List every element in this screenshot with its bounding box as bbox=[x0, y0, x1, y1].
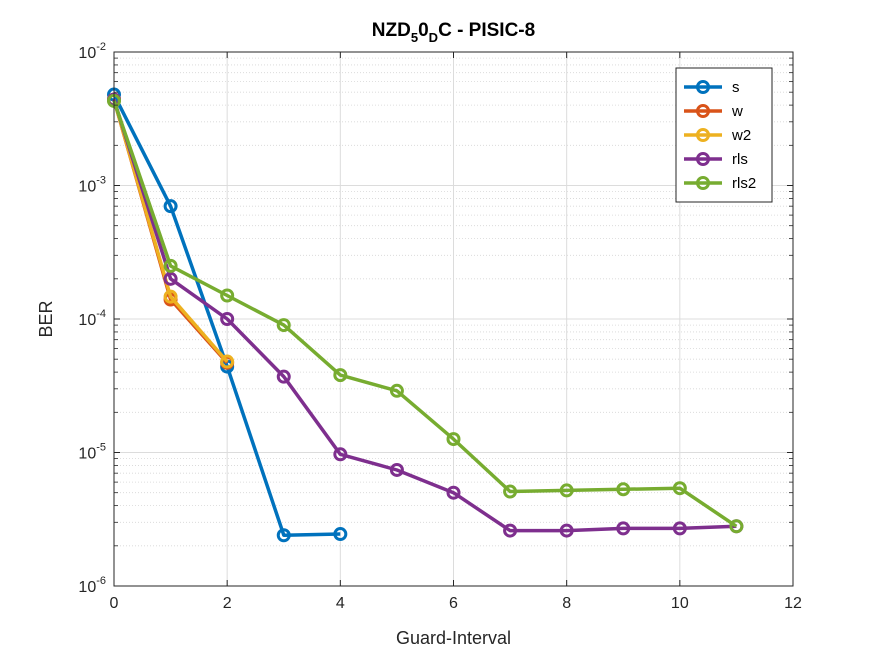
x-tick-label: 0 bbox=[110, 595, 119, 612]
x-tick-label: 4 bbox=[336, 595, 345, 612]
series-rls2 bbox=[107, 93, 744, 534]
data-point-w2 bbox=[220, 354, 235, 369]
data-point-rls bbox=[220, 312, 235, 326]
x-tick-label: 6 bbox=[449, 595, 458, 612]
data-point-s bbox=[333, 527, 348, 542]
data-point-rls2 bbox=[503, 484, 518, 499]
data-point-s bbox=[163, 199, 178, 214]
series-line-rls2 bbox=[112, 100, 738, 528]
data-point-w2 bbox=[163, 289, 178, 304]
legend-item-w: w bbox=[684, 103, 743, 120]
y-tick-label: 10-2 bbox=[78, 41, 106, 62]
data-point-rls bbox=[616, 521, 631, 536]
legend-swatch-marker bbox=[696, 80, 710, 94]
legend-label: w bbox=[731, 103, 743, 120]
legend-label: w2 bbox=[731, 127, 751, 144]
x-axis-label: Guard-Interval bbox=[396, 628, 511, 648]
data-point-s bbox=[276, 528, 291, 543]
chart-title: NZD50DC - PISIC-8 bbox=[372, 20, 535, 45]
data-point-rls2 bbox=[163, 258, 178, 273]
legend-swatch-marker bbox=[696, 176, 710, 190]
data-point-rls2 bbox=[446, 432, 461, 447]
x-tick-label: 2 bbox=[223, 595, 232, 612]
y-tick-label: 10-3 bbox=[78, 175, 106, 196]
data-point-rls bbox=[333, 447, 348, 462]
data-point-rls bbox=[503, 523, 518, 538]
data-point-rls bbox=[276, 369, 291, 384]
y-tick-label: 10-6 bbox=[78, 575, 106, 596]
x-tick-label: 12 bbox=[784, 595, 802, 612]
data-point-rls2 bbox=[672, 481, 687, 496]
legend-item-s: s bbox=[684, 79, 740, 96]
data-point-rls2 bbox=[729, 519, 744, 534]
legend-label: rls2 bbox=[732, 175, 756, 192]
data-point-rls2 bbox=[616, 482, 631, 497]
legend-label: rls bbox=[732, 151, 748, 168]
legend-item-rls2: rls2 bbox=[684, 175, 756, 192]
legend-label: s bbox=[732, 79, 740, 96]
series-layer bbox=[107, 87, 744, 543]
y-tick-label: 10-4 bbox=[78, 308, 106, 329]
data-point-rls2 bbox=[220, 288, 235, 303]
legend-item-rls: rls bbox=[684, 151, 748, 168]
data-point-rls2 bbox=[276, 318, 291, 333]
data-point-rls2 bbox=[333, 368, 348, 383]
axis-ticks: 0 2 4 6 8 10 12 10-6 10-5 10-4 10-3 10-2 bbox=[78, 41, 802, 612]
legend-swatch-marker bbox=[696, 128, 710, 142]
x-tick-label: 10 bbox=[671, 595, 689, 612]
series-line-rls bbox=[112, 99, 737, 533]
y-tick-label: 10-5 bbox=[78, 442, 106, 463]
legend-item-w2: w2 bbox=[684, 127, 751, 144]
data-point-rls2 bbox=[389, 383, 404, 398]
data-point-rls bbox=[559, 523, 574, 538]
legend-swatch-marker bbox=[696, 104, 710, 118]
x-tick-label: 8 bbox=[562, 595, 571, 612]
series-line-w2 bbox=[112, 99, 229, 363]
data-point-rls bbox=[389, 462, 404, 477]
y-axis-label: BER bbox=[36, 300, 56, 337]
legend: sw w2 rls rls2 bbox=[675, 67, 773, 203]
data-point-rls2 bbox=[559, 483, 574, 498]
data-point-rls bbox=[163, 271, 178, 286]
data-point-rls bbox=[446, 485, 461, 500]
legend-swatch-marker bbox=[696, 152, 710, 166]
data-point-rls bbox=[672, 521, 687, 536]
series-rls bbox=[107, 92, 744, 538]
